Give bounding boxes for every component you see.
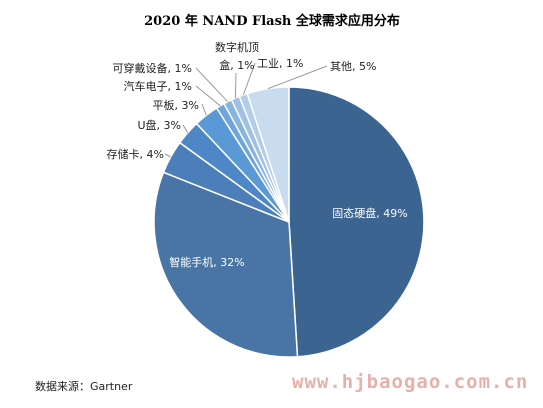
leader-line [182, 124, 189, 133]
leader-lines [164, 62, 328, 158]
slice-label: 工业, 1% [257, 57, 303, 70]
leader-line [195, 67, 229, 103]
slice-label: U盘, 3% [138, 118, 182, 132]
slice-label: 智能手机, 32% [169, 255, 244, 269]
slice-labels: 固态硬盘, 49% 智能手机, 32% 存储卡, 4% U盘, 3% 平板, 3% 汽车电… [107, 40, 408, 269]
slice-label: 平板, 3% [153, 98, 199, 112]
leader-line [267, 65, 328, 90]
pie-slice [246, 86, 290, 223]
watermark: www.hjbaogao.com.cn [292, 371, 528, 393]
leader-line [195, 85, 221, 107]
leader-line [201, 103, 207, 116]
slice-label: 存储卡, 4% [107, 147, 164, 161]
leader-line [234, 72, 237, 99]
chart-title: 2020 年 NAND Flash 全球需求应用分布 [144, 13, 400, 29]
pie-slice [288, 86, 425, 358]
slice-label: 固态硬盘, 49% [332, 206, 407, 220]
leader-line [242, 62, 256, 96]
pie-slices [153, 86, 425, 358]
pie-slice [153, 171, 299, 358]
slice-label: 数字机顶盒, 1% [215, 40, 259, 72]
slice-label: 汽车电子, 1% [124, 79, 192, 93]
slice-label: 可穿戴设备, 1% [113, 61, 192, 75]
leader-line [164, 153, 171, 158]
slice-label: 其他, 5% [330, 60, 376, 73]
source-note: 数据来源：Gartner [35, 379, 133, 393]
